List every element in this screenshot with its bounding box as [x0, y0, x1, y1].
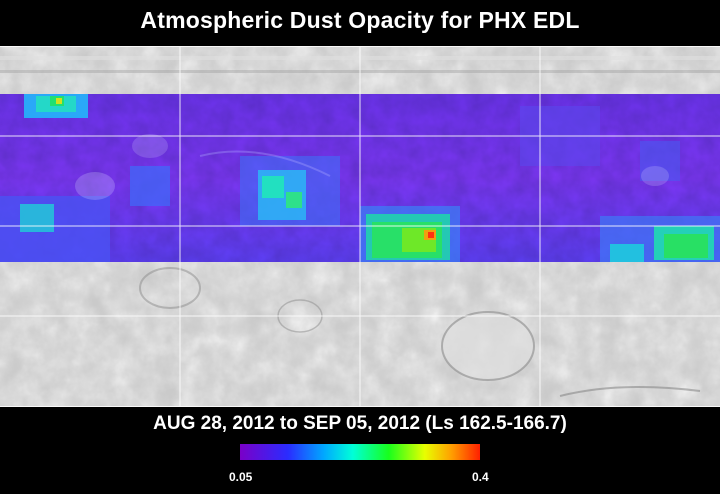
map-svg	[0, 46, 720, 407]
page-title: Atmospheric Dust Opacity for PHX EDL	[140, 7, 580, 33]
colorbar-min-label: 0.05	[229, 470, 253, 484]
date-range-label: AUG 28, 2012 to SEP 05, 2012 (Ls 162.5-1…	[153, 413, 567, 434]
colorbar-max-label: 0.4	[472, 470, 489, 484]
dust-hotspot-central-south	[366, 214, 450, 260]
dust-hotspot-east	[610, 226, 714, 262]
dust-hotspot-central	[20, 170, 306, 232]
map-grid	[0, 46, 720, 407]
mars-map	[0, 46, 720, 407]
dust-hotspot-northwest	[24, 94, 88, 118]
colorbar	[240, 444, 480, 460]
basin-feature	[442, 312, 534, 380]
